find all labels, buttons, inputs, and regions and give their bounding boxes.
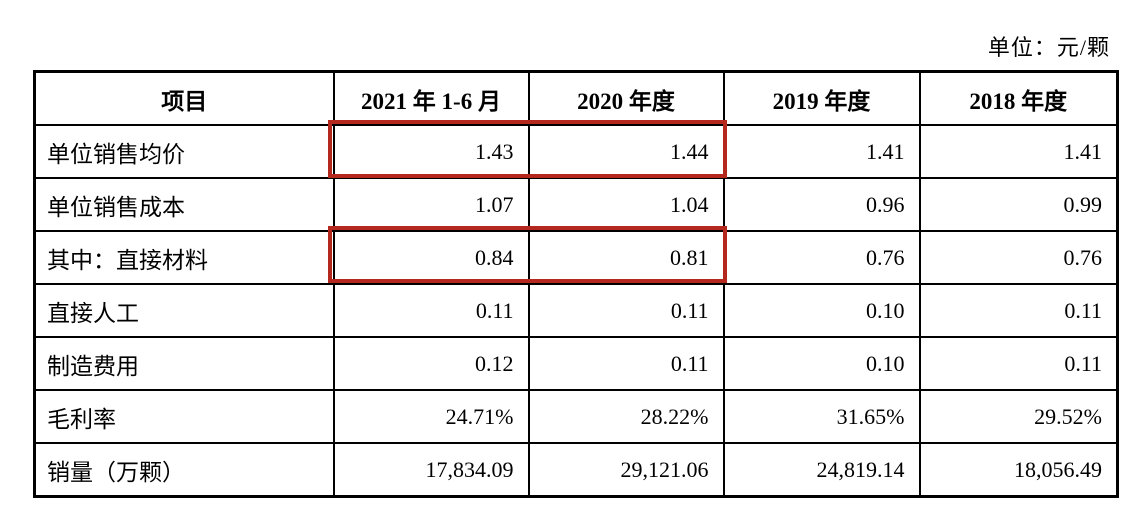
table-row: 销量（万颗） 17,834.09 29,121.06 24,819.14 18,056.… xyxy=(33,442,1119,498)
row-label: 单位销售均价 xyxy=(33,124,335,179)
table-row: 直接人工 0.11 0.11 0.10 0.11 xyxy=(33,283,1119,338)
cell-value: 1.43 xyxy=(332,124,530,179)
cell-value: 0.11 xyxy=(918,283,1119,338)
row-label: 其中：直接材料 xyxy=(33,230,335,285)
cell-value: 0.84 xyxy=(332,230,530,285)
table-body: 单位销售均价 1.43 1.44 1.41 1.41 单位销售成本 1.07 1.04 0.96… xyxy=(33,124,1119,498)
cell-value: 28.22% xyxy=(527,389,725,444)
cell-value: 31.65% xyxy=(722,389,921,444)
cell-value: 24,819.14 xyxy=(722,442,921,498)
cell-value: 1.41 xyxy=(722,124,921,179)
header-row: 项目 2021 年 1-6 月 2020 年度 2019 年度 2018 年度 xyxy=(33,70,1119,126)
cell-value: 1.44 xyxy=(527,124,725,179)
cell-value: 18,056.49 xyxy=(918,442,1119,498)
column-header-2021h1: 2021 年 1-6 月 xyxy=(332,70,530,126)
table-row: 单位销售成本 1.07 1.04 0.96 0.99 xyxy=(33,177,1119,232)
cell-value: 0.81 xyxy=(527,230,725,285)
cell-value: 0.11 xyxy=(332,283,530,338)
cell-value: 17,834.09 xyxy=(332,442,530,498)
column-header-2020: 2020 年度 xyxy=(527,70,725,126)
cell-value: 0.11 xyxy=(918,336,1119,391)
cell-value: 0.11 xyxy=(527,336,725,391)
column-header-2019: 2019 年度 xyxy=(722,70,921,126)
financial-table: 项目 2021 年 1-6 月 2020 年度 2019 年度 2018 年度 … xyxy=(33,70,1119,498)
cell-value: 1.04 xyxy=(527,177,725,232)
row-label: 毛利率 xyxy=(33,389,335,444)
cell-value: 1.07 xyxy=(332,177,530,232)
row-label: 单位销售成本 xyxy=(33,177,335,232)
cell-value: 0.10 xyxy=(722,283,921,338)
table-row: 制造费用 0.12 0.11 0.10 0.11 xyxy=(33,336,1119,391)
row-label: 制造费用 xyxy=(33,336,335,391)
cell-value: 0.96 xyxy=(722,177,921,232)
unit-label: 单位：元/颗 xyxy=(987,35,1110,60)
cell-value: 0.76 xyxy=(918,230,1119,285)
cell-value: 24.71% xyxy=(332,389,530,444)
table-row: 其中：直接材料 0.84 0.81 0.76 0.76 xyxy=(33,230,1119,285)
row-label: 销量（万颗） xyxy=(33,442,335,498)
row-label: 直接人工 xyxy=(33,283,335,338)
cell-value: 29.52% xyxy=(918,389,1119,444)
column-header-2018: 2018 年度 xyxy=(918,70,1119,126)
cell-value: 0.12 xyxy=(332,336,530,391)
cell-value: 0.99 xyxy=(918,177,1119,232)
column-header-item: 项目 xyxy=(33,70,335,126)
cell-value: 29,121.06 xyxy=(527,442,725,498)
cell-value: 1.41 xyxy=(918,124,1119,179)
cell-value: 0.10 xyxy=(722,336,921,391)
table-row: 毛利率 24.71% 28.22% 31.65% 29.52% xyxy=(33,389,1119,444)
cell-value: 0.76 xyxy=(722,230,921,285)
financial-table-wrap: 项目 2021 年 1-6 月 2020 年度 2019 年度 2018 年度 … xyxy=(33,70,1119,498)
cell-value: 0.11 xyxy=(527,283,725,338)
table-row: 单位销售均价 1.43 1.44 1.41 1.41 xyxy=(33,124,1119,179)
